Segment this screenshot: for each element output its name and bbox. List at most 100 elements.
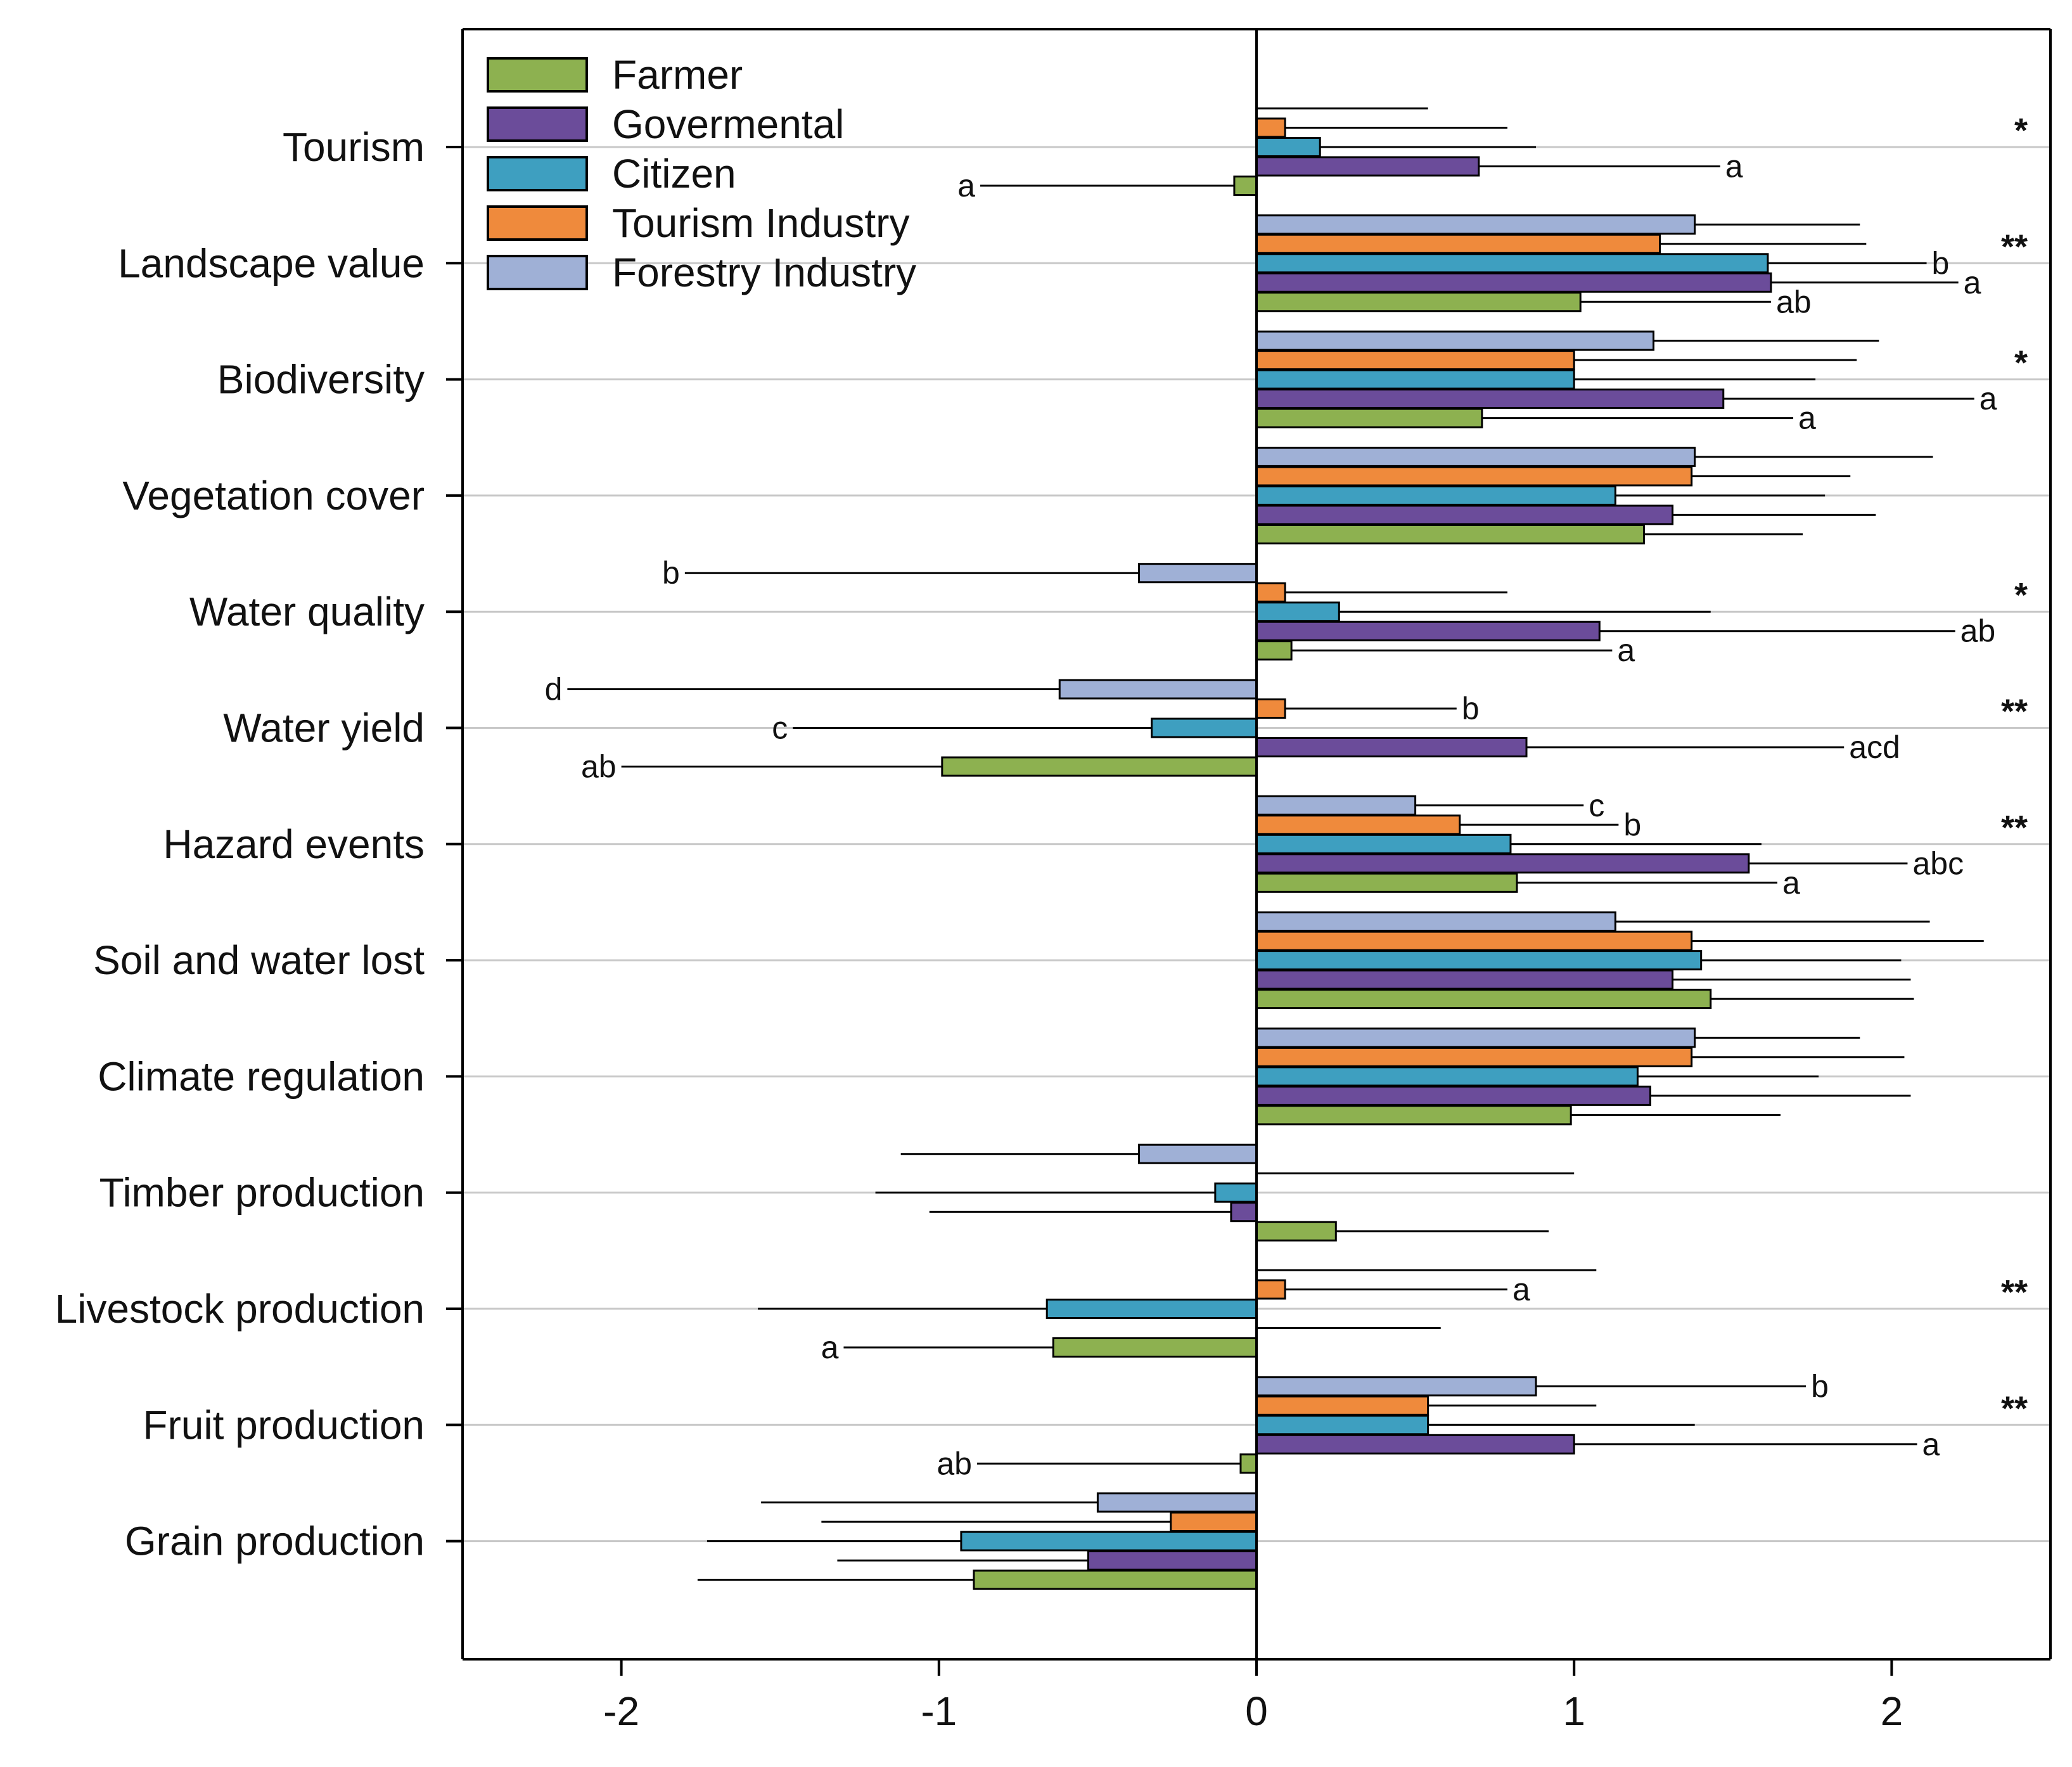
annotation-water-yield-forestry-industry: d bbox=[545, 672, 563, 707]
significance-water-quality: * bbox=[2014, 576, 2028, 614]
bar-biodiversity-forestry-industry bbox=[1255, 330, 1654, 351]
legend-label-citizen: Citizen bbox=[612, 151, 736, 196]
legend-label-tourism-industry: Tourism Industry bbox=[612, 200, 909, 246]
bar-landscape-value-forestry-industry bbox=[1255, 214, 1696, 235]
annotation-tourism-farmer: a bbox=[957, 168, 975, 203]
bars bbox=[941, 117, 1772, 1590]
bar-biodiversity-citizen bbox=[1255, 369, 1575, 390]
category-label-biodiversity: Biodiversity bbox=[217, 357, 425, 402]
category-label-livestock-production: Livestock production bbox=[55, 1286, 425, 1332]
significance-water-yield: ** bbox=[2001, 693, 2028, 731]
significance-landscape-value: ** bbox=[2001, 228, 2028, 266]
bar-vegetation-cover-govermental bbox=[1255, 504, 1674, 525]
bar-tourism-govermental bbox=[1255, 156, 1480, 177]
bar-tourism-farmer bbox=[1233, 176, 1258, 196]
legend-swatch-citizen bbox=[487, 156, 588, 191]
legend-swatch-tourism-industry bbox=[487, 205, 588, 241]
bar-fruit-production-tourism-industry bbox=[1255, 1395, 1429, 1416]
annotation-water-quality-forestry-industry: b bbox=[662, 555, 680, 591]
bar-water-yield-tourism-industry bbox=[1255, 698, 1286, 719]
bar-hazard-events-tourism-industry bbox=[1255, 814, 1461, 835]
category-label-water-yield: Water yield bbox=[223, 705, 425, 751]
bar-grain-production-citizen bbox=[960, 1531, 1258, 1552]
bar-water-yield-forestry-industry bbox=[1058, 679, 1258, 700]
bar-livestock-production-farmer bbox=[1052, 1337, 1258, 1358]
bar-fruit-production-govermental bbox=[1255, 1434, 1575, 1455]
bar-grain-production-tourism-industry bbox=[1170, 1512, 1258, 1532]
bar-water-yield-farmer bbox=[941, 756, 1258, 777]
category-label-climate-regulation: Climate regulation bbox=[98, 1053, 425, 1099]
legend-swatch-farmer bbox=[487, 57, 588, 93]
bar-vegetation-cover-citizen bbox=[1255, 485, 1616, 506]
category-label-water-quality: Water quality bbox=[189, 589, 425, 634]
category-label-tourism: Tourism bbox=[283, 124, 425, 170]
x-tick-label-1: -1 bbox=[921, 1688, 957, 1734]
bar-timber-production-forestry-industry bbox=[1138, 1143, 1258, 1164]
x-tick-label-4: 2 bbox=[1881, 1688, 1903, 1734]
annotation-water-yield-tourism-industry: b bbox=[1462, 691, 1480, 726]
significance-hazard-events: ** bbox=[2001, 809, 2028, 847]
legend-swatch-forestry-industry bbox=[487, 255, 588, 290]
bar-climate-regulation-citizen bbox=[1255, 1066, 1639, 1087]
category-label-timber-production: Timber production bbox=[99, 1170, 425, 1216]
bar-fruit-production-farmer bbox=[1239, 1453, 1258, 1474]
category-label-fruit-production: Fruit production bbox=[143, 1402, 425, 1448]
bar-hazard-events-citizen bbox=[1255, 833, 1512, 854]
annotation-hazard-events-farmer: a bbox=[1782, 865, 1800, 901]
bar-grain-production-forestry-industry bbox=[1096, 1492, 1258, 1513]
bar-hazard-events-govermental bbox=[1255, 853, 1750, 874]
annotation-livestock-production-farmer: a bbox=[821, 1330, 839, 1365]
annotation-water-quality-farmer: a bbox=[1617, 633, 1635, 668]
bar-climate-regulation-forestry-industry bbox=[1255, 1027, 1696, 1048]
bar-livestock-production-citizen bbox=[1046, 1299, 1258, 1319]
bar-timber-production-farmer bbox=[1255, 1221, 1337, 1242]
bar-fruit-production-citizen bbox=[1255, 1415, 1429, 1436]
bar-biodiversity-govermental bbox=[1255, 389, 1725, 409]
annotation-biodiversity-govermental: a bbox=[1979, 381, 1997, 416]
annotation-water-yield-citizen: c bbox=[772, 710, 788, 746]
bar-water-quality-farmer bbox=[1255, 640, 1293, 661]
annotation-biodiversity-farmer: a bbox=[1798, 401, 1816, 436]
annotations: aaababaaaabbabacdcbdaabcbcaaabab********… bbox=[545, 112, 2028, 1481]
annotation-water-quality-govermental: ab bbox=[1960, 614, 1996, 649]
axes: -2 -1 0 1 2 Tourism Landscape value Biodiversit… bbox=[55, 28, 2052, 1734]
bar-water-quality-citizen bbox=[1255, 601, 1340, 622]
bar-soil-and-water-lost-tourism-industry bbox=[1255, 930, 1693, 951]
bar-tourism-tourism-industry bbox=[1255, 117, 1286, 138]
bar-water-yield-citizen bbox=[1151, 717, 1258, 738]
annotation-landscape-value-citizen: b bbox=[1932, 245, 1950, 281]
significance-tourism: * bbox=[2014, 112, 2028, 150]
annotation-fruit-production-govermental: a bbox=[1922, 1427, 1940, 1462]
significance-livestock-production: ** bbox=[2001, 1273, 2028, 1311]
category-label-vegetation-cover: Vegetation cover bbox=[122, 473, 425, 518]
bar-water-yield-govermental bbox=[1255, 737, 1528, 757]
bar-timber-production-govermental bbox=[1230, 1202, 1258, 1223]
bar-climate-regulation-farmer bbox=[1255, 1105, 1572, 1126]
x-tick-label-3: 1 bbox=[1563, 1688, 1585, 1734]
annotation-hazard-events-forestry-industry: c bbox=[1589, 788, 1604, 823]
bar-vegetation-cover-forestry-industry bbox=[1255, 446, 1696, 467]
bar-biodiversity-tourism-industry bbox=[1255, 350, 1575, 371]
bar-water-quality-tourism-industry bbox=[1255, 582, 1286, 603]
legend-label-govermental: Govermental bbox=[612, 101, 844, 147]
bar-hazard-events-forestry-industry bbox=[1255, 795, 1417, 816]
bar-landscape-value-tourism-industry bbox=[1255, 233, 1661, 254]
bar-tourism-citizen bbox=[1255, 137, 1321, 157]
category-label-hazard-events: Hazard events bbox=[163, 821, 425, 867]
annotation-landscape-value-farmer: ab bbox=[1776, 284, 1812, 319]
bar-climate-regulation-govermental bbox=[1255, 1085, 1651, 1106]
bar-grain-production-govermental bbox=[1087, 1550, 1258, 1571]
annotation-water-yield-farmer: ab bbox=[581, 749, 617, 785]
x-tick-label-2: 0 bbox=[1245, 1688, 1268, 1734]
annotation-livestock-production-tourism-industry: a bbox=[1512, 1272, 1530, 1308]
bar-climate-regulation-tourism-industry bbox=[1255, 1046, 1693, 1067]
annotation-hazard-events-tourism-industry: b bbox=[1623, 807, 1641, 842]
legend-label-forestry-industry: Forestry Industry bbox=[612, 250, 916, 295]
bar-vegetation-cover-farmer bbox=[1255, 524, 1645, 544]
annotation-fruit-production-farmer: ab bbox=[937, 1446, 972, 1481]
error-bars bbox=[567, 107, 1984, 1581]
category-label-grain-production: Grain production bbox=[125, 1519, 425, 1564]
